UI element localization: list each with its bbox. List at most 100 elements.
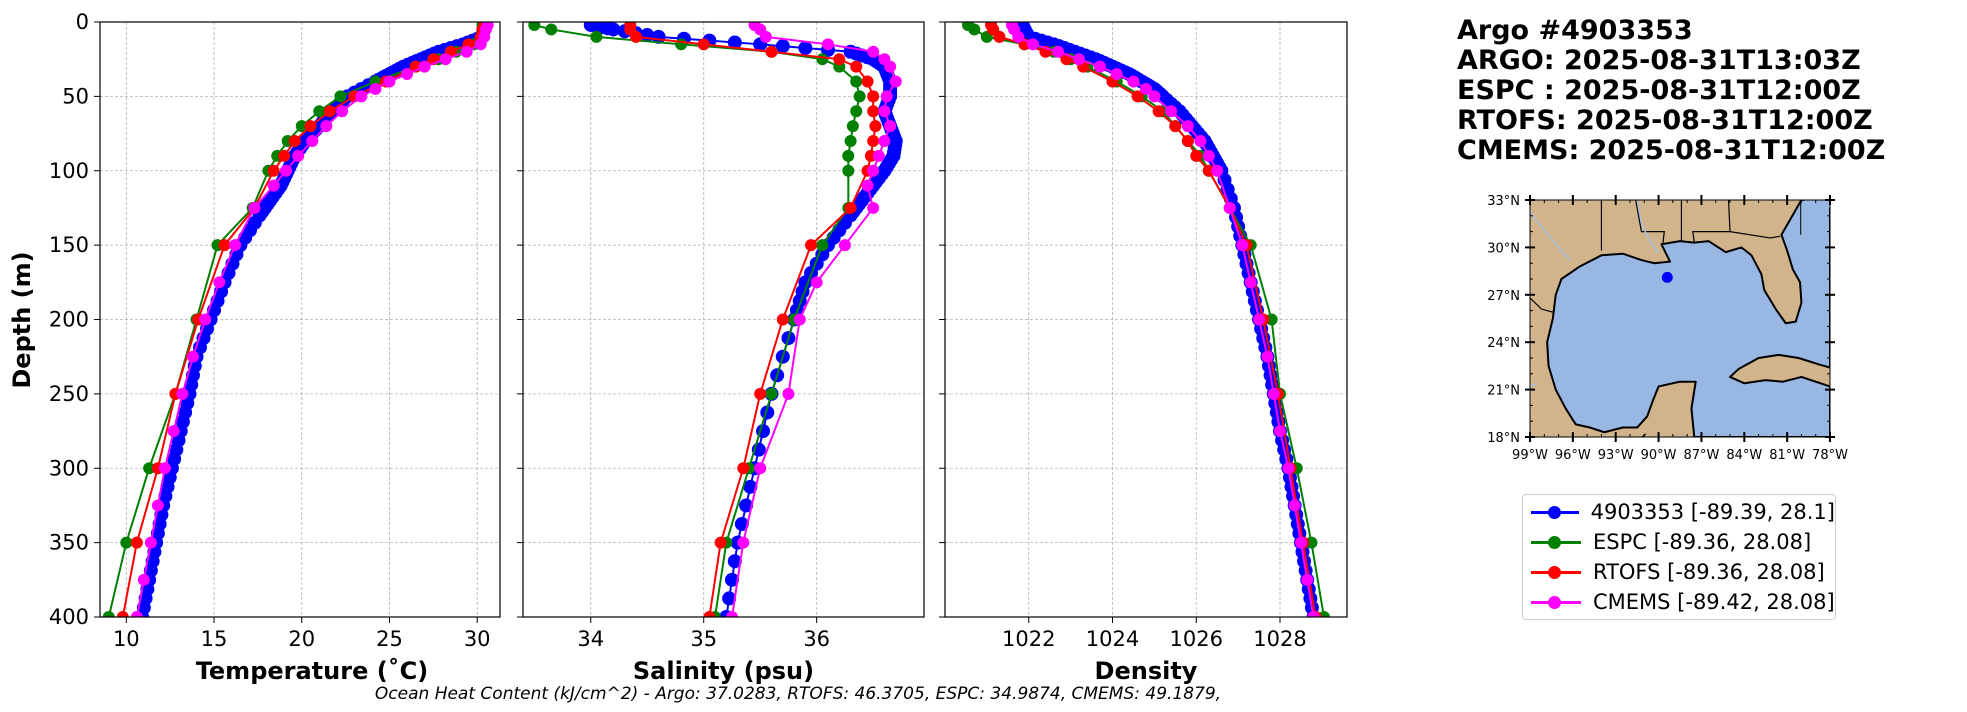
data-point-argo [606, 22, 621, 37]
y-tick-label: 300 [49, 456, 89, 480]
data-point-espc [590, 30, 603, 43]
data-point-argo [727, 554, 742, 569]
map-frame [1529, 199, 1831, 438]
rtofs-time: RTOFS: 2025-08-31T12:00Z [1457, 105, 1873, 136]
data-point-rtofs [993, 30, 1006, 43]
data-point-rtofs [267, 164, 280, 177]
data-point-rtofs [867, 90, 880, 103]
x-tick-label: 36 [803, 627, 830, 651]
data-point-espc [816, 239, 829, 252]
data-point-cmems [401, 68, 414, 81]
data-point-cmems [821, 38, 834, 51]
legend-entry-cmems: CMEMS [-89.42, 28.08] [1523, 587, 1835, 617]
river [1636, 200, 1660, 255]
map-lon-label: 93°W [1598, 448, 1634, 463]
data-point-rtofs [844, 201, 857, 214]
series-group [102, 22, 494, 617]
map-lon-label: 90°W [1641, 448, 1677, 463]
data-point-espc [143, 462, 156, 475]
panel-2: 34 35 36 Salinity (psu) [517, 21, 925, 685]
data-point-espc [816, 53, 829, 66]
data-point-argo [727, 35, 742, 50]
x-tick-label: 25 [376, 627, 403, 651]
y-tick-label: 0 [76, 10, 89, 34]
data-point-espc [545, 23, 558, 36]
state-border [1692, 200, 1731, 243]
data-point-cmems [383, 75, 396, 88]
espc-time: ESPC : 2025-08-31T12:00Z [1457, 75, 1861, 106]
data-point-cmems [474, 38, 487, 51]
state-border [1635, 200, 1665, 245]
data-point-cmems [878, 135, 891, 147]
map-lat-label: 18°N [1487, 431, 1520, 446]
data-point-cmems [1211, 164, 1224, 177]
state-border [1729, 231, 1781, 239]
legend-label: CMEMS [-89.42, 28.08] [1593, 590, 1835, 614]
legend-entry-argo: 4903353 [-89.39, 28.1] [1523, 497, 1835, 527]
data-point-rtofs [1169, 120, 1182, 133]
data-point-argo [724, 572, 739, 587]
data-point-cmems [861, 179, 874, 192]
data-point-cmems [889, 75, 902, 88]
depth-axis-label: Depth (m) [8, 251, 36, 388]
float-info: Argo #4903353 ARGO: 2025-08-31T13:03Z ES… [1457, 16, 1885, 166]
data-point-cmems [884, 60, 897, 73]
data-point-cmems [158, 462, 171, 475]
x-tick-label: 15 [201, 627, 228, 651]
data-point-cmems [320, 120, 333, 133]
data-point-espc [853, 90, 866, 103]
data-point-rtofs [765, 45, 778, 58]
data-point-rtofs [1131, 90, 1144, 103]
data-point-argo [775, 39, 790, 54]
data-point-rtofs [1152, 105, 1165, 118]
series-group [528, 22, 903, 617]
data-point-argo [734, 517, 749, 532]
data-point-espc [842, 149, 855, 162]
legend-entry-rtofs: RTOFS [-89.36, 28.08] [1523, 557, 1835, 587]
data-point-cmems [1181, 120, 1194, 133]
x-axis-label: Salinity (psu) [633, 657, 814, 685]
atlantic-water [1801, 200, 1830, 208]
data-point-cmems [759, 30, 772, 43]
data-point-cmems [1274, 425, 1286, 438]
data-point-espc [850, 105, 863, 118]
data-point-cmems [838, 239, 851, 252]
legend-marker-icon [1527, 562, 1583, 582]
data-point-espc [102, 611, 115, 617]
country-border [1627, 433, 1647, 437]
data-point-cmems [369, 82, 382, 95]
data-point-cmems [1307, 611, 1320, 617]
data-point-rtofs [737, 462, 750, 475]
x-tick-label: 1022 [1002, 627, 1055, 651]
data-point-espc [675, 38, 688, 51]
data-point-cmems [336, 105, 349, 118]
data-point-cmems [460, 45, 473, 58]
data-point-rtofs [1190, 149, 1203, 162]
data-point-cmems [1223, 201, 1236, 214]
data-point-espc [842, 164, 855, 177]
data-point-cmems [1127, 75, 1140, 88]
map-lon-label: 96°W [1555, 448, 1591, 463]
data-point-rtofs [805, 239, 818, 252]
data-point-espc [844, 135, 857, 147]
location-map: 99°W 96°W 93°W 90°W 87°W 84°W 81°W 78°W 33°N 30°N… [1487, 194, 1848, 463]
data-point-cmems [1301, 573, 1314, 586]
river [1530, 212, 1571, 261]
data-point-cmems [229, 239, 242, 252]
data-point-rtofs [629, 30, 642, 43]
float-location-marker [1661, 271, 1673, 283]
data-point-cmems [1073, 53, 1085, 66]
gulf-of-mexico-water [1546, 200, 1830, 437]
map-lat-label: 21°N [1487, 384, 1520, 399]
series-line-cmems [1011, 24, 1315, 617]
legend-marker-icon [1527, 502, 1581, 522]
y-tick-label: 100 [49, 159, 89, 183]
map-lon-label: 78°W [1812, 448, 1848, 463]
x-axis-label: Temperature (˚C) [196, 657, 429, 685]
data-point-cmems [186, 350, 199, 363]
data-point-cmems [1093, 60, 1106, 73]
x-tick-label: 35 [690, 627, 717, 651]
data-point-cmems [737, 536, 750, 549]
x-tick-label: 1028 [1253, 627, 1306, 651]
